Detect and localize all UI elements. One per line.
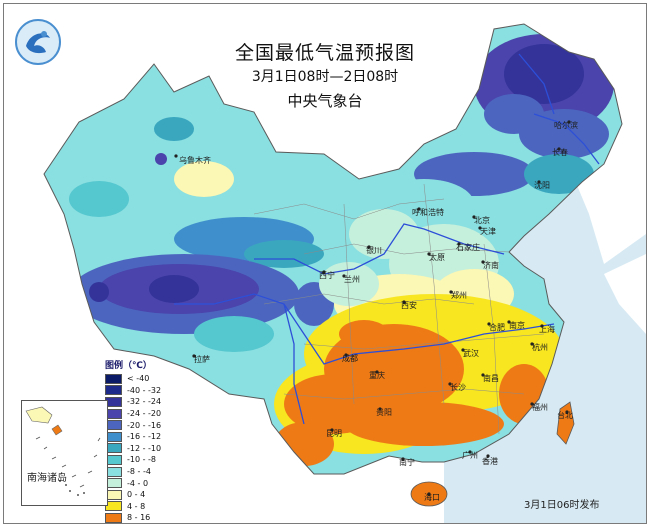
city-label: 台北: [557, 410, 573, 420]
agency-name: 中央气象台: [287, 92, 363, 110]
legend-label: 0 - 4: [127, 490, 146, 500]
neighbour-land: [604, 254, 646, 334]
city-label: 哈尔滨: [554, 120, 578, 130]
city-label: 武汉: [463, 348, 479, 358]
city-label: 银川: [366, 245, 382, 255]
inset-map: [22, 401, 107, 505]
taiwan-island: [556, 401, 575, 445]
south-china-sea-inset: 南海诸岛: [21, 400, 108, 506]
map-frame: 哈尔滨 长春 沈阳 乌鲁木齐 呼和浩特 北京 天津 石家庄 银川 太原 济南 西…: [3, 3, 647, 524]
city-label: 乌鲁木齐: [179, 155, 211, 165]
city-label: 拉萨: [194, 354, 210, 364]
city-label: 合肥: [489, 322, 505, 332]
legend-item: 4 - 8: [105, 501, 163, 513]
legend-title: 图例（℃）: [105, 361, 152, 371]
map-title: 全国最低气温预报图: [234, 42, 415, 64]
city-label: 贵阳: [376, 407, 392, 417]
city-label: 天津: [480, 226, 496, 236]
city-label: 南昌: [483, 373, 499, 383]
city-label: 南京: [509, 320, 525, 330]
legend-item: < -40: [105, 373, 163, 385]
city-label: 上海: [539, 324, 555, 334]
legend-item: -8 - -4: [105, 466, 163, 478]
city-label: 重庆: [369, 370, 385, 380]
legend-label: 8 - 16: [127, 513, 151, 523]
legend-swatch: [105, 501, 122, 512]
legend-swatch: [105, 512, 122, 523]
legend: 图例（℃） < -40 -40 - -32 -32 - -24 -24 - -20 -2…: [105, 358, 163, 523]
city-label: 杭州: [532, 342, 548, 352]
city-label: 广州: [462, 450, 478, 460]
legend-swatch: [105, 385, 122, 396]
issue-time: 3月1日06时发布: [524, 500, 600, 511]
cma-logo-icon: [15, 19, 61, 65]
temperature-map: 哈尔滨 长春 沈阳 乌鲁木齐 呼和浩特 北京 天津 石家庄 银川 太原 济南 西…: [43, 23, 646, 523]
rivers: [174, 53, 600, 425]
legend-item: -24 - -20: [105, 408, 163, 420]
legend-item: -40 - -32: [105, 385, 163, 397]
legend-item: -10 - -8: [105, 454, 163, 466]
city-label: 福州: [532, 403, 548, 412]
city-label: 西安: [401, 300, 417, 310]
legend-item: -20 - -16: [105, 419, 163, 431]
legend-label: -32 - -24: [127, 397, 162, 407]
city-label: 昆明: [326, 429, 342, 438]
city-label: 呼和浩特: [412, 207, 444, 217]
legend-label: -8 - -4: [127, 467, 151, 477]
inset-label: 南海诸岛: [27, 473, 67, 484]
city-label: 海口: [424, 492, 440, 502]
city-label: 太原: [429, 252, 445, 262]
legend-item: -16 - -12: [105, 431, 163, 443]
legend-label: -20 - -16: [127, 420, 162, 430]
city-label: 长春: [552, 147, 568, 157]
city-label: 郑州: [451, 290, 467, 300]
legend-item: -12 - -10: [105, 443, 163, 455]
city-labels: 哈尔滨 长春 沈阳 乌鲁木齐 呼和浩特 北京 天津 石家庄 银川 太原 济南 西…: [174, 120, 578, 502]
city-label: 南宁: [399, 457, 415, 467]
city-label: 长沙: [450, 382, 466, 392]
city-label: 济南: [483, 260, 499, 270]
city-label: 北京: [474, 215, 490, 225]
city-label: 西宁: [319, 270, 335, 280]
forecast-period: 3月1日08时—2日08时: [251, 69, 399, 85]
legend-item: 0 - 4: [105, 489, 163, 501]
legend-label: -10 - -8: [127, 455, 157, 465]
legend-label: -4 - 0: [127, 478, 149, 488]
legend-item: -4 - 0: [105, 477, 163, 489]
legend-label: -40 - -32: [127, 385, 162, 395]
legend-label: -12 - -10: [127, 443, 162, 453]
city-label: 兰州: [344, 274, 360, 284]
legend-label: -24 - -20: [127, 409, 162, 419]
province-boundaries: [253, 183, 545, 435]
legend-item: 8 - 16: [105, 512, 163, 523]
legend-label: 4 - 8: [127, 501, 146, 511]
legend-label: < -40: [127, 374, 150, 384]
legend-item: -32 - -24: [105, 396, 163, 408]
city-label: 成都: [342, 353, 358, 363]
city-label: 香港: [482, 456, 498, 466]
city-label: 沈阳: [534, 180, 550, 190]
legend-label: -16 - -12: [127, 432, 162, 442]
legend-swatch: [105, 373, 122, 384]
city-label: 石家庄: [456, 242, 480, 252]
